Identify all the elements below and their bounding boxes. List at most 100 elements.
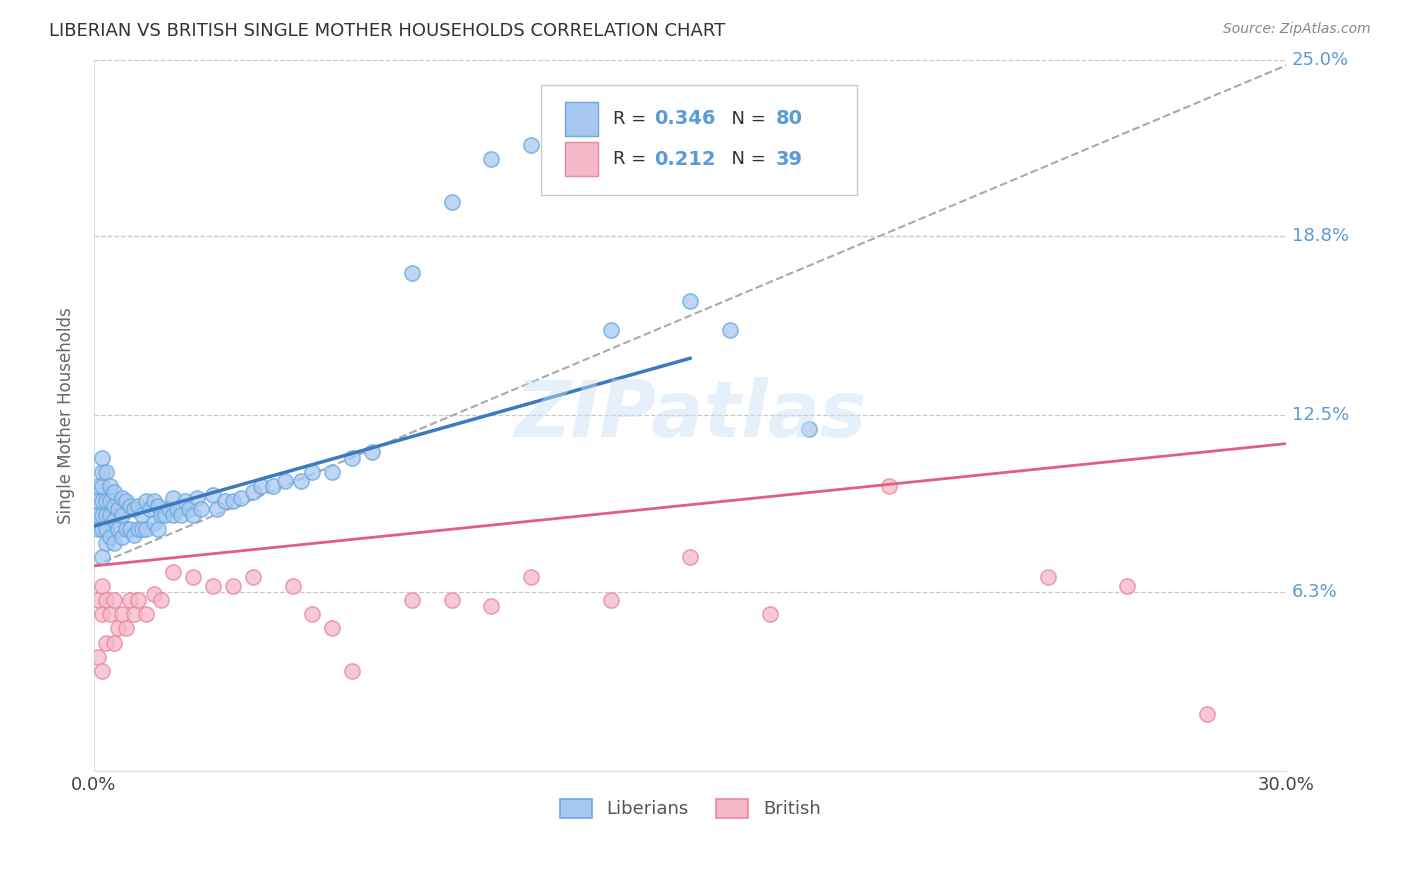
Point (181, 570, 204, 584)
Point (94, 465, 117, 479)
Point (262, 479, 284, 493)
Point (174, 493, 197, 508)
Point (90, 493, 112, 508)
Point (127, 593, 149, 607)
Text: R =: R = (613, 150, 651, 169)
Point (103, 536, 125, 550)
Point (103, 593, 125, 607)
Point (202, 579, 225, 593)
Text: 12.5%: 12.5% (1292, 406, 1350, 425)
Text: 0.346: 0.346 (654, 109, 716, 128)
Point (90, 508, 112, 522)
Point (90, 664, 112, 678)
Point (114, 522, 136, 536)
Point (103, 499, 125, 513)
Point (599, 323, 621, 337)
Point (103, 513, 125, 527)
Point (301, 607, 323, 622)
Text: 6.3%: 6.3% (1292, 582, 1339, 600)
Point (179, 502, 201, 516)
Point (135, 493, 157, 508)
Point (111, 508, 134, 522)
Point (479, 599, 502, 613)
Point (90, 450, 112, 465)
Point (90, 479, 112, 493)
Point (111, 607, 134, 622)
Point (440, 194, 463, 209)
Point (90, 522, 112, 536)
Point (186, 491, 208, 505)
Point (111, 491, 134, 505)
Text: 0.212: 0.212 (654, 150, 716, 169)
Text: 39: 39 (776, 150, 803, 169)
Point (103, 485, 125, 500)
Point (1036, 570, 1059, 584)
Point (98, 508, 121, 522)
Bar (565, 102, 598, 136)
Point (118, 593, 141, 607)
Point (273, 474, 295, 488)
Point (94, 508, 117, 522)
Point (242, 570, 264, 584)
Point (281, 579, 304, 593)
Point (440, 593, 463, 607)
Point (181, 508, 204, 522)
Text: 80: 80 (776, 109, 803, 128)
Point (103, 636, 125, 650)
Point (401, 266, 423, 280)
Point (87, 508, 110, 522)
Point (214, 493, 236, 508)
Point (205, 502, 228, 516)
Point (1116, 579, 1139, 593)
Point (90, 579, 112, 593)
Point (342, 450, 364, 465)
Point (94, 522, 117, 536)
Point (162, 508, 184, 522)
Point (122, 607, 145, 622)
Point (520, 138, 543, 153)
Point (107, 502, 129, 516)
Point (401, 593, 423, 607)
Y-axis label: Single Mother Households: Single Mother Households (58, 307, 75, 524)
Text: R =: R = (613, 110, 651, 128)
Text: Source: ZipAtlas.com: Source: ZipAtlas.com (1223, 22, 1371, 37)
Text: 25.0%: 25.0% (1292, 51, 1350, 69)
Point (94, 636, 117, 650)
Point (1195, 706, 1218, 721)
Point (718, 323, 741, 337)
Point (301, 465, 323, 479)
Point (229, 491, 252, 505)
Point (94, 593, 117, 607)
Point (127, 522, 149, 536)
Point (758, 607, 780, 622)
Point (142, 587, 165, 601)
Point (94, 493, 117, 508)
Point (135, 522, 157, 536)
Point (138, 502, 160, 516)
Point (202, 488, 225, 502)
Point (146, 499, 169, 513)
Point (111, 531, 134, 545)
Point (155, 508, 177, 522)
Point (342, 664, 364, 678)
Point (250, 479, 273, 493)
Point (159, 502, 181, 516)
Point (87, 593, 110, 607)
Point (190, 502, 212, 516)
Text: ZIPatlas: ZIPatlas (515, 377, 866, 453)
Point (150, 508, 173, 522)
Point (520, 570, 543, 584)
Point (87, 493, 110, 508)
Point (222, 493, 245, 508)
Point (142, 493, 165, 508)
Point (479, 152, 502, 166)
Point (146, 522, 169, 536)
Point (94, 536, 117, 550)
Point (118, 522, 141, 536)
Point (150, 593, 173, 607)
Point (118, 499, 141, 513)
Point (162, 491, 184, 505)
Point (114, 622, 136, 636)
Point (131, 508, 153, 522)
Point (90, 550, 112, 565)
